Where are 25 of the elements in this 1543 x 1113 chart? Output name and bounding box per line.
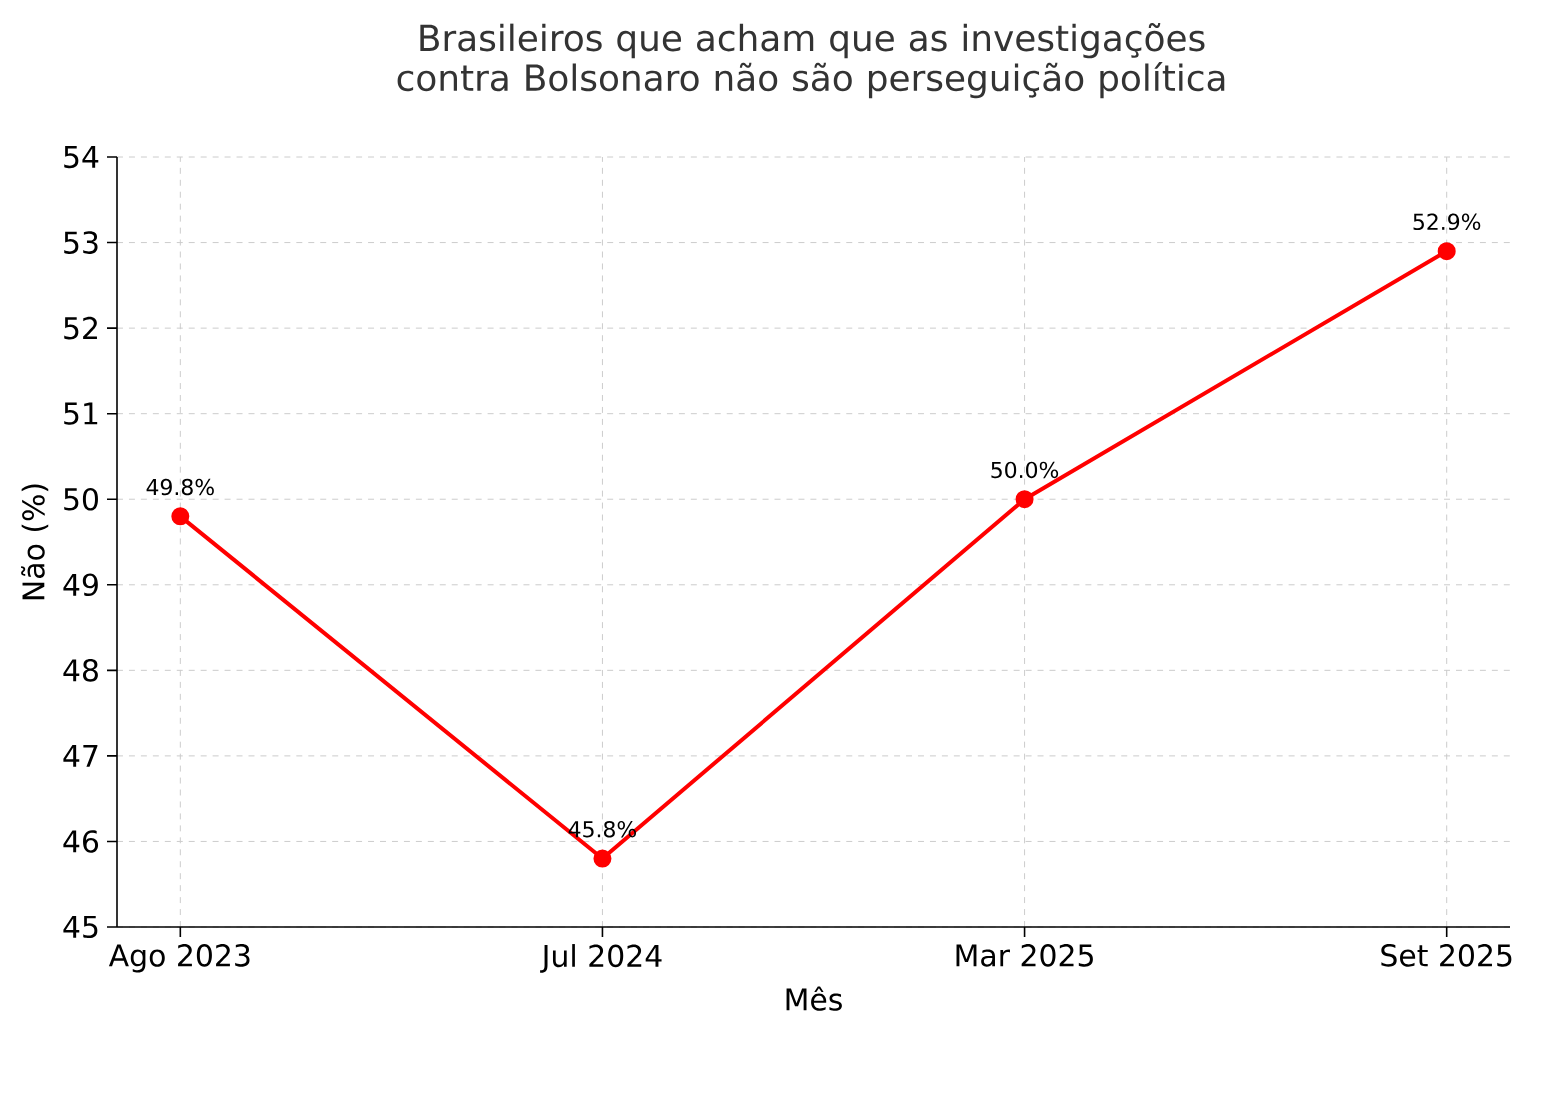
x-tick-label: Mar 2025 [956, 944, 1093, 967]
y-tick-label: 46 [63, 830, 99, 853]
y-tick-label: 48 [63, 659, 98, 682]
y-tick-label: 45 [63, 915, 98, 939]
y-axis-title: Não (%) [21, 484, 49, 600]
chart-title: Brasileiros que acham que as investigações contra Bolsonaro não são perseguição política [397, 23, 1225, 99]
data-label: 45.8% [568, 820, 637, 838]
y-tick-label: 50 [64, 487, 98, 511]
y-tick-label: 47 [63, 745, 98, 767]
point [593, 849, 612, 868]
y-tick-label: 54 [64, 145, 99, 169]
x-tick-label: Ago 2023 [108, 944, 250, 973]
point [171, 507, 190, 526]
y-tick-label: 52 [64, 316, 97, 340]
data-label: 50.0% [991, 461, 1059, 479]
point [1437, 242, 1456, 261]
y-tick-label: 53 [64, 231, 98, 254]
x-tick-label: Set 2025 [1381, 944, 1512, 967]
y-tick-label: 49 [63, 573, 98, 597]
x-tick-label: Jul 2024 [540, 944, 662, 973]
x-axis-title: Mês [786, 986, 842, 1011]
data-label: 52.9% [1413, 213, 1481, 231]
y-tick-label: 51 [64, 402, 98, 425]
point [1015, 490, 1034, 509]
data-label: 49.8% [146, 478, 214, 496]
